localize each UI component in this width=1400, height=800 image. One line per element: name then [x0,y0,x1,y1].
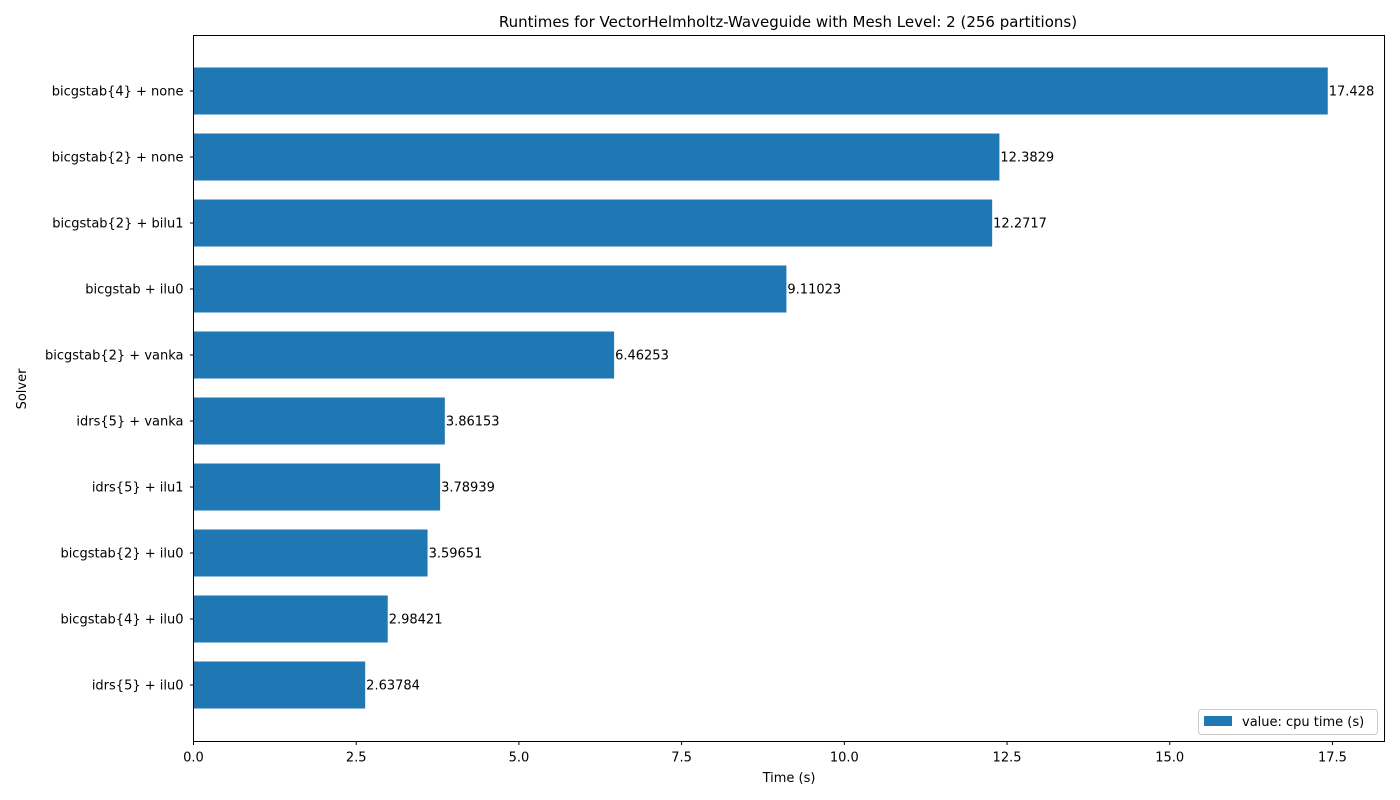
data-label: 6.46253 [615,349,669,364]
data-labels-layer: 17.428 12.3829 12.2717 9.11023 6.46253 3.8615… [366,85,1374,694]
bar [193,331,615,379]
x-axis-title: Time (s) [762,771,816,786]
x-tick-label: 2.5 [346,751,367,766]
y-tick-label: idrs{5} + ilu0 [92,679,184,694]
bar [193,199,993,247]
bar [193,265,787,313]
x-tick-label: 12.5 [993,751,1022,766]
bar [193,595,388,643]
y-tick-label: bicgstab{2} + vanka [45,349,184,364]
legend: value: cpu time (s) [1198,709,1378,735]
x-tick-label: 17.5 [1318,751,1347,766]
bar [193,133,1000,181]
bar [193,463,441,511]
chart-title: Runtimes for VectorHelmholtz-Waveguide w… [499,13,1077,31]
x-tick-label: 15.0 [1155,751,1184,766]
y-tick-label: idrs{5} + vanka [76,415,183,430]
x-tick-label: 5.0 [509,751,530,766]
y-tick-label: bicgstab{4} + ilu0 [60,613,183,628]
data-label: 3.59651 [429,547,483,562]
y-tick-label: bicgstab{2} + ilu0 [60,547,183,562]
data-label: 12.3829 [1000,151,1054,166]
bars-layer [193,67,1328,709]
data-label: 9.11023 [787,283,841,298]
bar [193,397,445,445]
y-tick-label: idrs{5} + ilu1 [92,481,184,496]
y-tick-label: bicgstab{4} + none [52,85,184,100]
bar [193,529,428,577]
x-tick-label: 0.0 [183,751,204,766]
data-label: 12.2717 [993,217,1047,232]
y-axis-title: Solver [15,368,30,410]
y-tick-label: bicgstab{2} + bilu1 [52,217,183,232]
legend-label: value: cpu time (s) [1242,715,1364,730]
bar [193,67,1328,115]
data-label: 2.63784 [366,679,420,694]
y-axis: bicgstab{4} + none bicgstab{2} + none bicg… [45,85,194,694]
x-axis: 0.0 2.5 5.0 7.5 10.0 12.5 15.0 17.5 [183,741,1347,766]
bar [193,661,366,709]
y-tick-label: bicgstab + ilu0 [85,283,183,298]
x-tick-label: 7.5 [671,751,692,766]
data-label: 17.428 [1329,85,1375,100]
data-label: 3.86153 [446,415,500,430]
y-tick-label: bicgstab{2} + none [52,151,184,166]
x-tick-label: 10.0 [830,751,859,766]
legend-box [1198,709,1378,735]
legend-swatch [1204,716,1232,726]
data-label: 3.78939 [441,481,495,496]
data-label: 2.98421 [389,613,443,628]
plot-frame [193,35,1385,742]
